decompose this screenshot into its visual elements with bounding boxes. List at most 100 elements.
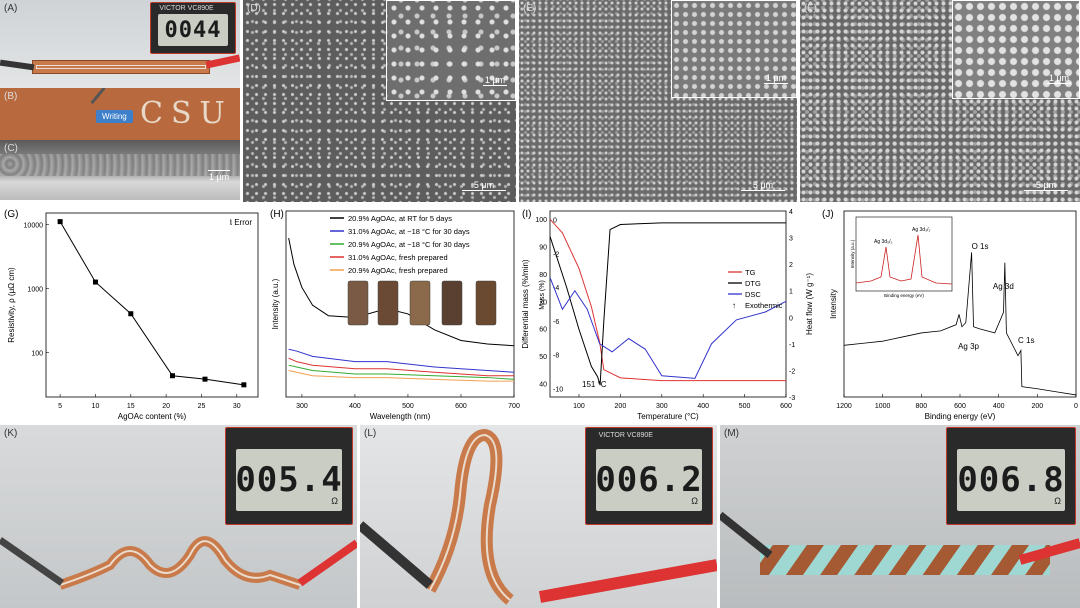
chart-h-xtick-label: 300 bbox=[296, 403, 308, 410]
chart-j-xtick-label: 800 bbox=[915, 403, 927, 410]
chart-h-xlabel: Wavelength (nm) bbox=[370, 412, 431, 421]
chart-i-ytick-right-label: 2 bbox=[789, 262, 793, 269]
panel-k-label: (K) bbox=[4, 428, 18, 439]
chart-j-inset-frame bbox=[855, 216, 953, 292]
chart-i-legend-label-3: Exothermic bbox=[745, 301, 783, 310]
chart-g-point bbox=[128, 311, 134, 317]
chart-h-legend-label-3: 31.0% AgOAc, fresh prepared bbox=[348, 253, 448, 262]
chart-g-legend: Ⲓ Error bbox=[230, 218, 253, 227]
probe-left-m bbox=[720, 511, 773, 559]
chart-i-ylabel-right: Heat flow (W g⁻¹) bbox=[805, 273, 814, 335]
scale-bar-f: 5 μm bbox=[1022, 180, 1070, 192]
scale-bar-d: 5 μm bbox=[460, 180, 508, 192]
twisted-strip-l bbox=[360, 428, 717, 605]
chart-g-point bbox=[57, 219, 63, 225]
chart-h-ylabel: Intensity (a.u.) bbox=[271, 278, 280, 329]
panel-a: (A) VICTOR VC890E 0044 bbox=[0, 0, 240, 88]
vial-2 bbox=[409, 280, 431, 326]
silver-trace-l bbox=[429, 433, 511, 601]
chart-i-xtick-label: 300 bbox=[656, 403, 668, 410]
chart-j-ylabel: Intensity bbox=[829, 289, 838, 319]
scale-bar-d-inset: 1 μm bbox=[481, 75, 509, 87]
scale-text-d-inset: 1 μm bbox=[484, 75, 506, 85]
chart-i-panel-label: (I) bbox=[522, 209, 531, 220]
chart-i-legend-arrow: ↑ bbox=[732, 301, 736, 310]
probe-left-l bbox=[360, 521, 434, 589]
chart-g-ytick-label: 10000 bbox=[24, 222, 44, 229]
chart-g-point bbox=[92, 279, 98, 285]
panel-f: (F) 1 μm 5 μm bbox=[800, 0, 1080, 202]
sem-inset-d: 1 μm bbox=[386, 0, 516, 101]
chart-g-xtick-label: 20 bbox=[162, 403, 170, 410]
panel-k: (K) 005.4 Ω bbox=[0, 425, 357, 608]
chart-g-xtick-label: 15 bbox=[127, 403, 135, 410]
chart-i-ytick-mass-label: 40 bbox=[539, 381, 547, 388]
panel-d-label: (D) bbox=[247, 3, 261, 14]
chart-h: (H) 300 400 500 600 700 Wavelength (nm) Intensi… bbox=[270, 209, 520, 421]
chart-h-xtick-label: 500 bbox=[402, 403, 414, 410]
panel-l: (L) VICTOR VC890E 006.2 Ω bbox=[360, 425, 717, 608]
scale-text-e: 5 μm bbox=[752, 180, 774, 190]
chart-g-point bbox=[169, 373, 175, 379]
chart-g-ytick-label: 1000 bbox=[27, 286, 43, 293]
chart-j-inset-peak-0: Ag 3d₅/₂ bbox=[874, 239, 892, 245]
chart-h-xtick-label: 600 bbox=[455, 403, 467, 410]
chart-j-xtick-label: 200 bbox=[1031, 403, 1043, 410]
scale-bar-c: 1 μm bbox=[206, 170, 232, 182]
multimeter-a: VICTOR VC890E 0044 bbox=[150, 2, 236, 54]
panel-i: (I) 100 200 300 400 500 600 -10 -8 -6 -4 -2 0 40 50 60 7… bbox=[520, 205, 818, 423]
scale-text-e-inset: 1 μm bbox=[765, 73, 787, 83]
chart-h-xtick-label: 400 bbox=[349, 403, 361, 410]
chart-h-series-3 bbox=[288, 357, 514, 377]
spiral-strip-m bbox=[760, 545, 1050, 575]
chart-j-peak-label-2: C 1s bbox=[1018, 336, 1034, 345]
panel-g: (G) 5 10 15 20 25 30 100 1000 10000 AgOAc content … bbox=[0, 205, 268, 423]
chart-i-ytick-mass-label: 100 bbox=[535, 217, 547, 224]
chart-i-ytick-mass-label: 60 bbox=[539, 327, 547, 334]
chart-g-series-line bbox=[59, 221, 244, 386]
chart-i-ytick-left-label: -4 bbox=[553, 285, 559, 292]
scale-bar-f-inset: 1 μm bbox=[1045, 73, 1073, 85]
meter-display-m: 006.8 bbox=[957, 449, 1065, 511]
copper-strip-l bbox=[424, 428, 514, 605]
chart-h-legend-label-2: 20.9% AgOAc, at −18 °C for 30 days bbox=[348, 240, 470, 249]
panel-c: (C) 1 μm bbox=[0, 140, 240, 200]
probe-right bbox=[205, 54, 240, 69]
chart-i-ytick-right-label: -2 bbox=[789, 368, 795, 375]
chart-i-ytick-right-label: -3 bbox=[789, 395, 795, 402]
panel-e-label: (E) bbox=[523, 3, 537, 14]
panel-j: (J) 1200 1000 800 600 400 200 0 Binding energy (… bbox=[818, 205, 1080, 423]
chart-i-ytick-right-label: 3 bbox=[789, 236, 793, 243]
chart-i-xlabel: Temperature (°C) bbox=[637, 412, 699, 421]
probe-right-l bbox=[538, 559, 717, 603]
chart-i-ytick-left-label: -6 bbox=[553, 319, 559, 326]
wrapped-rod-m bbox=[720, 511, 1080, 575]
vial-0 bbox=[347, 280, 369, 326]
chart-g-ylabel: Resistivity, ρ (μΩ cm) bbox=[7, 267, 16, 343]
chart-i-ytick-mass-label: 80 bbox=[539, 272, 547, 279]
chart-g-panel-label: (G) bbox=[4, 209, 18, 220]
probe-right-m bbox=[1018, 538, 1080, 565]
chart-i-series-2 bbox=[549, 277, 787, 379]
chart-i-annotation: 151 °C bbox=[582, 380, 607, 389]
meter-display-k: 005.4 bbox=[235, 449, 342, 511]
wavy-strip-k bbox=[0, 536, 357, 590]
chart-i-ylabel-outer: Differential mass (%/min) bbox=[521, 259, 530, 349]
chart-g-point bbox=[241, 382, 247, 388]
panel-e: (E) 1 μm 5 μm bbox=[519, 0, 797, 202]
chart-i-ytick-right-label: 4 bbox=[789, 209, 793, 216]
chart-j-inset-peak-1: Ag 3d₃/₂ bbox=[912, 227, 930, 233]
panel-f-label: (F) bbox=[804, 3, 817, 14]
panel-d: (D) 1 μm 5 μm bbox=[243, 0, 516, 202]
chart-i-legend-label-2: DSC bbox=[745, 290, 761, 299]
panel-a-label: (A) bbox=[4, 3, 18, 14]
chart-i-xtick-label: 100 bbox=[573, 403, 585, 410]
multimeter-k: 005.4 Ω bbox=[225, 427, 353, 525]
chart-i-ytick-right-label: -1 bbox=[789, 342, 795, 349]
chart-h-series-2 bbox=[288, 364, 515, 380]
chart-h-series-0 bbox=[288, 237, 515, 347]
panel-c-label: (C) bbox=[4, 143, 18, 154]
chart-i-legend-label-0: TG bbox=[745, 268, 756, 277]
silver-trace-k bbox=[59, 540, 301, 586]
chart-j-xtick-label: 400 bbox=[993, 403, 1005, 410]
